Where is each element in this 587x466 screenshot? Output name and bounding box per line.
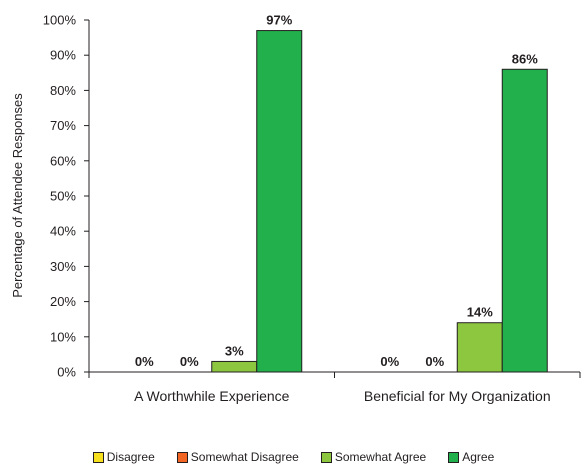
y-axis-label: Percentage of Attendee Responses: [9, 92, 25, 298]
legend-item: Disagree: [92, 450, 155, 464]
data-label: 86%: [512, 51, 538, 66]
legend-swatch: [92, 451, 104, 463]
data-label: 14%: [467, 305, 493, 320]
bar: [256, 30, 303, 373]
bar: [211, 360, 258, 373]
y-tick-label: 0%: [57, 365, 76, 380]
legend-item: Agree: [448, 450, 494, 464]
y-axis-label-container: Percentage of Attendee Responses: [8, 10, 26, 380]
x-category-label: Beneficial for My Organization: [364, 388, 551, 404]
legend-swatch: [176, 451, 188, 463]
data-label: 0%: [425, 354, 444, 369]
data-label: 0%: [180, 354, 199, 369]
data-label: 0%: [135, 354, 154, 369]
y-tick-label: 40%: [50, 224, 76, 239]
bar: [456, 322, 503, 373]
legend-label: Agree: [462, 450, 495, 464]
data-label: 3%: [225, 343, 244, 358]
y-tick-label: 100%: [43, 13, 77, 28]
bar: [501, 68, 548, 373]
y-tick-label: 60%: [50, 153, 76, 168]
y-tick-label: 20%: [50, 294, 76, 309]
legend-label: Disagree: [106, 450, 155, 464]
y-tick-label: 90%: [50, 48, 76, 63]
x-category-label: A Worthwhile Experience: [134, 388, 290, 404]
y-tick-label: 70%: [50, 118, 76, 133]
legend-item: Somewhat Agree: [320, 450, 427, 464]
legend-swatch: [320, 451, 332, 463]
legend-label: Somewhat Disagree: [190, 450, 299, 464]
legend: Disagree Somewhat Disagree Somewhat Agree A…: [0, 450, 587, 464]
legend-item: Somewhat Disagree: [176, 450, 299, 464]
y-tick-label: 10%: [50, 329, 76, 344]
y-tick-label: 30%: [50, 259, 76, 274]
y-tick-label: 80%: [50, 83, 76, 98]
bar-chart: 0% 10% 20% 30% 40% 50% 60% 70% 80% 90% 100% A Worth…: [43, 13, 581, 404]
y-tick-label: 50%: [50, 189, 76, 204]
legend-label: Somewhat Agree: [334, 450, 427, 464]
data-label: 0%: [380, 354, 399, 369]
data-label: 97%: [266, 13, 292, 28]
legend-swatch: [448, 451, 460, 463]
